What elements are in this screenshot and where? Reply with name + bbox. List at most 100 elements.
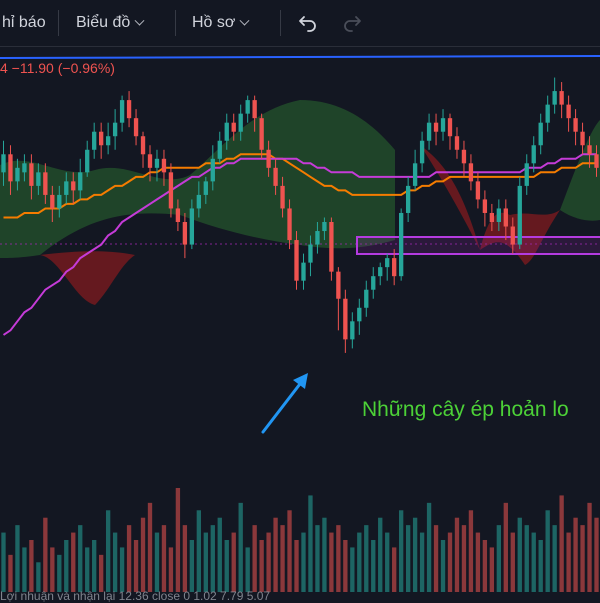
candle-body [412, 163, 418, 186]
candle-body [57, 194, 62, 209]
candle-body [559, 91, 564, 105]
volume-bar [587, 502, 592, 592]
candle-body [594, 154, 599, 168]
volume-bar [168, 547, 174, 592]
candle [412, 149, 418, 191]
candle-body [71, 181, 76, 191]
candle-body [573, 118, 578, 132]
volume-bar [447, 532, 453, 592]
undo-icon[interactable] [296, 11, 320, 35]
candle-body [99, 131, 104, 146]
indicator-legend: Lợi nhuận và nhận lại 12.36 close 0 1.02… [0, 589, 271, 603]
candle-body [203, 181, 208, 195]
candle-body [85, 149, 90, 173]
candle-body [580, 131, 585, 146]
candle [266, 140, 271, 177]
volume-bar [517, 517, 522, 592]
volume-bar [301, 532, 306, 592]
candle-body [440, 118, 446, 132]
redo-icon[interactable] [340, 11, 364, 35]
candle-body [182, 222, 188, 245]
candle [378, 262, 383, 286]
candle [392, 249, 397, 286]
cloud-red-2 [420, 145, 560, 265]
candle-body [119, 100, 125, 123]
candle-body [231, 122, 236, 132]
candle [371, 267, 376, 299]
volume-bar [231, 532, 236, 592]
chart-menu-button[interactable]: Biểu đồ [76, 11, 145, 35]
volume-bar [392, 547, 397, 592]
volume-bar [105, 510, 111, 592]
trendline-blue [0, 55, 600, 59]
candle [468, 154, 474, 191]
candlestick-series [1, 77, 599, 353]
volume-bar [350, 547, 355, 592]
candle [231, 113, 236, 141]
volume-bar [412, 517, 418, 592]
candle-body [482, 199, 488, 213]
candle [357, 298, 362, 335]
pointer-arrow-icon [261, 373, 308, 434]
candle [552, 77, 557, 114]
candle [57, 185, 62, 218]
volume-bar [315, 525, 320, 592]
volume-bar [57, 554, 62, 592]
candle [308, 235, 313, 277]
candle [64, 172, 69, 204]
volume-bar [203, 532, 208, 592]
candle [71, 172, 76, 204]
volume-bar [552, 525, 557, 592]
volume-bar [329, 532, 334, 592]
candle [489, 203, 495, 232]
candle-body [517, 185, 522, 245]
candle [161, 149, 167, 186]
volume-bar [364, 525, 369, 592]
candle [217, 131, 222, 164]
candle-body [475, 181, 481, 200]
candle [399, 208, 404, 281]
candle [245, 95, 250, 123]
candle [294, 231, 299, 290]
volume-bar [1, 532, 6, 592]
volume-bars [1, 488, 599, 592]
candle-body [392, 258, 397, 277]
volume-bar [475, 532, 481, 592]
candle-body [385, 258, 390, 268]
candle [224, 113, 229, 150]
volume-bar [489, 547, 495, 592]
candle-body [419, 140, 425, 164]
volume-bar [175, 488, 181, 592]
candle-body [280, 185, 285, 209]
candle [1, 140, 6, 186]
candle [440, 109, 446, 141]
volume-bar [566, 532, 571, 592]
volume-bar [182, 525, 188, 592]
candle [238, 104, 243, 141]
volume-bar [71, 532, 76, 592]
candle [140, 131, 146, 168]
candle [168, 163, 174, 218]
price-chart[interactable] [0, 47, 600, 600]
candle [538, 113, 543, 155]
indicators-button[interactable]: hỉ báo [2, 14, 46, 31]
candle-body [252, 100, 257, 119]
candle [280, 176, 285, 218]
volume-bar [524, 525, 529, 592]
volume-bar [133, 540, 139, 592]
profile-menu-button[interactable]: Hồ sơ [192, 11, 250, 35]
candle [105, 122, 111, 155]
candle [210, 145, 215, 191]
candle [315, 222, 320, 254]
volume-bar [573, 517, 578, 592]
candle [566, 95, 571, 132]
candle [301, 253, 306, 290]
ma-line-orange [3, 153, 597, 219]
volume-bar [126, 525, 132, 592]
volume-bar [468, 510, 474, 592]
candle-body [524, 163, 529, 186]
candle-body [36, 172, 41, 186]
candle [461, 140, 467, 177]
toolbar-divider [280, 10, 281, 36]
candle-body [531, 145, 536, 164]
